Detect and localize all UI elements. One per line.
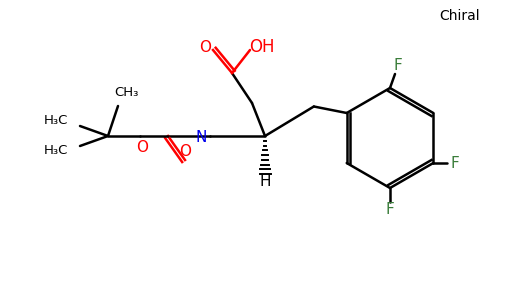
Text: O: O (136, 141, 148, 156)
Text: O: O (199, 39, 211, 54)
Text: F: F (386, 202, 394, 217)
Text: OH: OH (249, 38, 275, 56)
Text: O: O (179, 145, 191, 160)
Text: F: F (394, 58, 402, 73)
Text: H₃C: H₃C (44, 115, 68, 128)
Text: CH₃: CH₃ (114, 86, 138, 98)
Text: Chiral: Chiral (440, 9, 480, 23)
Text: H₃C: H₃C (44, 145, 68, 158)
Text: N: N (196, 130, 207, 145)
Text: F: F (451, 156, 460, 170)
Text: H: H (259, 175, 271, 190)
